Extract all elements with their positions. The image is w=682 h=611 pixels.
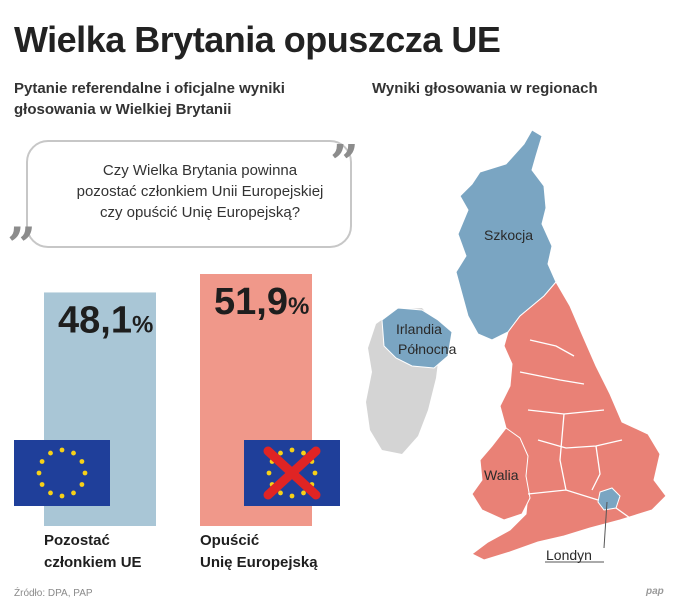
chart-subtitle: Pytanie referendalne i oficjalne wyniki … — [14, 80, 285, 118]
region-label-wales: Walia — [484, 467, 519, 483]
eu-star-icon — [312, 470, 318, 476]
eu-star-icon — [36, 470, 42, 476]
eu-star-icon — [79, 459, 85, 464]
region-label-scotland: Szkocja — [484, 227, 533, 243]
eu-star-icon — [289, 493, 295, 499]
eu-star-icon — [39, 459, 45, 464]
uk-regions-map: Szkocja Irlandia Północna Walia Londyn — [366, 129, 667, 563]
eu-star-icon — [301, 490, 306, 496]
bar-label-leave: Opuścić Unię Europejską — [200, 530, 318, 574]
eu-star-icon — [278, 490, 283, 496]
bar-value-label: 51,9% — [214, 281, 309, 323]
eu-star-icon — [59, 493, 65, 499]
result-bar-chart: 48,1% 51,9% — [14, 274, 340, 526]
bar-label-remain: Pozostać członkiem UE — [44, 530, 142, 574]
map-subtitle: Wyniki głosowania w regionach — [372, 80, 598, 97]
eu-star-icon — [59, 447, 65, 453]
quote-close-icon: ” — [330, 133, 359, 192]
eu-star-icon — [48, 490, 53, 496]
quote-open-icon: „ — [8, 187, 37, 246]
question-line: czy opuścić Unię Europejską? — [99, 204, 301, 221]
region-label-northern-ireland: Północna — [398, 341, 457, 357]
page-title: Wielka Brytania opuszcza UE — [14, 19, 501, 60]
eu-star-icon — [71, 490, 76, 496]
question-line: Czy Wielka Brytania powinna — [102, 162, 298, 179]
bar-label-line: Pozostać — [44, 532, 110, 549]
cross-icon — [263, 446, 321, 500]
region-label-northern-ireland: Irlandia — [396, 321, 442, 337]
eu-star-icon — [301, 450, 306, 456]
source-note: Źródło: DPA, PAP — [14, 588, 93, 599]
eu-star-icon — [278, 450, 283, 456]
bar-label-line: Unię Europejską — [200, 554, 318, 571]
wales-region — [471, 427, 531, 521]
eu-star-icon — [39, 482, 45, 487]
referendum-question: Czy Wielka Brytania powinna pozostać czł… — [60, 160, 340, 223]
question-bubble — [26, 140, 352, 248]
eu-star-icon — [79, 482, 85, 487]
eu-star-icon — [266, 470, 272, 476]
region-label-london: Londyn — [546, 547, 592, 563]
eu-star-icon — [71, 450, 76, 456]
bar-label-line: członkiem UE — [44, 554, 142, 571]
pap-logo: pap — [646, 586, 664, 597]
region-borders — [519, 339, 631, 519]
eu-star-icon — [289, 447, 295, 453]
bar-label-line: Opuścić — [200, 532, 260, 549]
question-line: pozostać członkiem Unii Europejskiej — [76, 183, 324, 200]
northern-ireland-region — [381, 307, 453, 369]
bar-value-label: 48,1% — [58, 299, 153, 341]
eu-star-icon — [48, 450, 53, 456]
london-leader-line — [603, 501, 608, 549]
eu-star-icon — [82, 470, 88, 476]
